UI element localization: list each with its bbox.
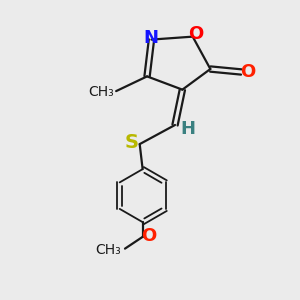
Text: CH₃: CH₃ <box>88 85 114 99</box>
Text: O: O <box>240 63 255 81</box>
Text: S: S <box>124 134 139 152</box>
Text: H: H <box>180 119 195 137</box>
Text: O: O <box>189 25 204 43</box>
Text: N: N <box>143 29 158 47</box>
Text: CH₃: CH₃ <box>96 243 122 257</box>
Text: O: O <box>142 227 157 245</box>
